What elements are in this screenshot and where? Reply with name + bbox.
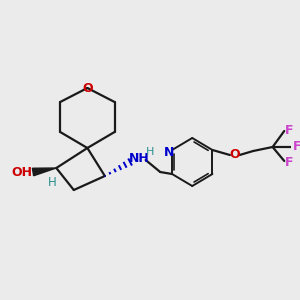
Text: N: N — [164, 146, 174, 160]
Text: O: O — [230, 148, 240, 161]
Text: F: F — [285, 155, 293, 169]
Text: F: F — [292, 140, 300, 154]
Polygon shape — [32, 168, 56, 176]
Text: H: H — [48, 176, 57, 188]
Text: H: H — [146, 147, 155, 157]
Text: F: F — [285, 124, 293, 137]
Text: OH: OH — [12, 166, 33, 178]
Text: O: O — [82, 82, 93, 94]
Text: NH: NH — [128, 152, 149, 164]
